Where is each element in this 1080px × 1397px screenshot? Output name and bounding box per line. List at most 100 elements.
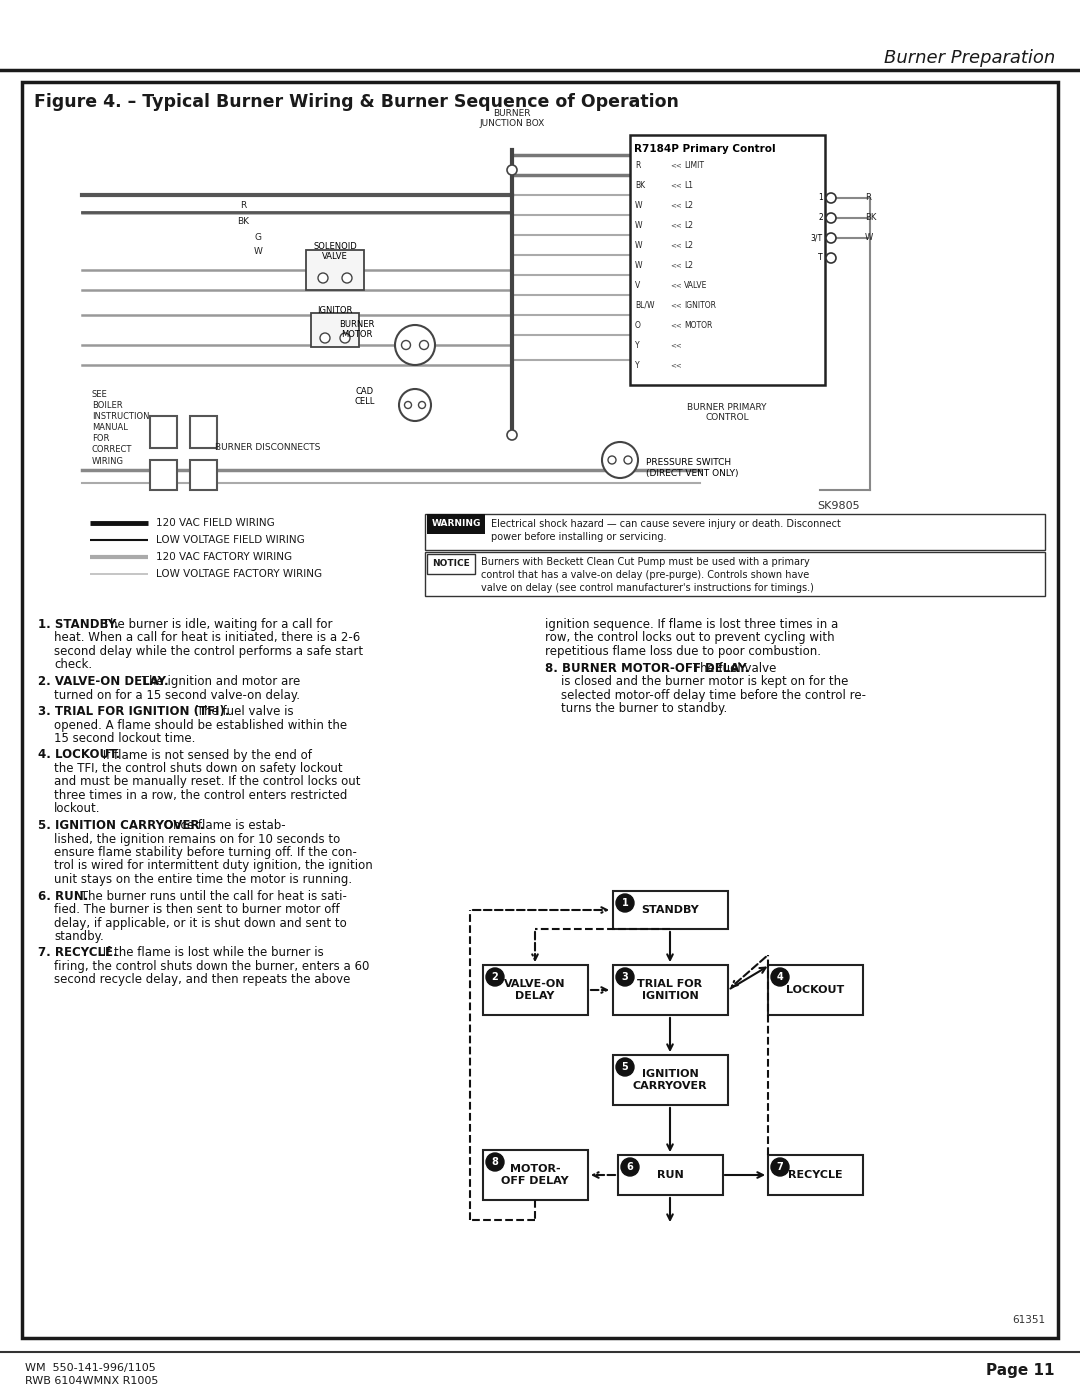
Circle shape xyxy=(616,894,634,912)
Text: R: R xyxy=(240,201,246,210)
Bar xyxy=(190,460,217,490)
Text: firing, the control shuts down the burner, enters a 60: firing, the control shuts down the burne… xyxy=(54,960,369,972)
Bar xyxy=(22,82,1058,1338)
Text: BL/W: BL/W xyxy=(635,300,654,310)
Circle shape xyxy=(486,968,504,986)
Bar xyxy=(613,1055,728,1105)
Bar xyxy=(613,891,728,929)
Text: <<: << xyxy=(670,302,681,307)
Text: heat. When a call for heat is initiated, there is a 2-6: heat. When a call for heat is initiated,… xyxy=(54,631,361,644)
Circle shape xyxy=(419,401,426,408)
Text: L2: L2 xyxy=(684,221,693,229)
Text: <<: << xyxy=(670,263,681,268)
Text: 3/T: 3/T xyxy=(811,233,823,243)
Text: VALVE: VALVE xyxy=(684,281,707,289)
Text: LIMIT: LIMIT xyxy=(684,161,704,169)
Text: 1: 1 xyxy=(819,194,823,203)
Text: BK: BK xyxy=(865,214,876,222)
Text: IGNITOR: IGNITOR xyxy=(684,300,716,310)
Text: W: W xyxy=(254,247,262,257)
Text: <<: << xyxy=(670,203,681,208)
Text: L2: L2 xyxy=(684,260,693,270)
Text: L2: L2 xyxy=(684,240,693,250)
Circle shape xyxy=(624,455,632,464)
Text: LOCKOUT: LOCKOUT xyxy=(786,985,845,995)
Text: repetitious flame loss due to poor combustion.: repetitious flame loss due to poor combu… xyxy=(545,645,821,658)
Text: <<: << xyxy=(670,362,681,367)
Text: Electrical shock hazard — can cause severe injury or death. Disconnect
power bef: Electrical shock hazard — can cause seve… xyxy=(491,520,841,542)
Text: lockout.: lockout. xyxy=(54,802,100,816)
Text: Y: Y xyxy=(635,341,639,349)
Text: 2: 2 xyxy=(819,214,823,222)
Bar xyxy=(150,460,177,490)
Text: MOTOR: MOTOR xyxy=(684,320,713,330)
Text: BK: BK xyxy=(635,180,645,190)
Text: Burners with Beckett Clean Cut Pump must be used with a primary
control that has: Burners with Beckett Clean Cut Pump must… xyxy=(481,557,814,594)
Circle shape xyxy=(826,233,836,243)
Text: 3: 3 xyxy=(622,972,629,982)
Text: BURNER PRIMARY
CONTROL: BURNER PRIMARY CONTROL xyxy=(687,402,767,422)
Circle shape xyxy=(826,193,836,203)
Text: and must be manually reset. If the control locks out: and must be manually reset. If the contr… xyxy=(54,775,361,788)
Text: CAD
CELL: CAD CELL xyxy=(354,387,375,407)
Text: BURNER
JUNCTION BOX: BURNER JUNCTION BOX xyxy=(480,109,544,129)
Circle shape xyxy=(342,272,352,284)
Text: W: W xyxy=(865,233,874,243)
Text: V: V xyxy=(635,281,640,289)
Text: 2. VALVE-ON DELAY.: 2. VALVE-ON DELAY. xyxy=(38,675,168,687)
Text: RECYCLE: RECYCLE xyxy=(787,1171,842,1180)
Text: WM  550-141-996/1105: WM 550-141-996/1105 xyxy=(25,1363,156,1373)
Text: The ignition and motor are: The ignition and motor are xyxy=(138,675,300,687)
Text: SK9805: SK9805 xyxy=(818,502,860,511)
Circle shape xyxy=(771,1158,789,1176)
Circle shape xyxy=(318,272,328,284)
Circle shape xyxy=(405,401,411,408)
Text: delay, if applicable, or it is shut down and sent to: delay, if applicable, or it is shut down… xyxy=(54,916,347,929)
Text: check.: check. xyxy=(54,658,92,672)
Circle shape xyxy=(507,165,517,175)
Text: <<: << xyxy=(670,242,681,249)
Text: The fuel valve is: The fuel valve is xyxy=(193,705,294,718)
Text: 1: 1 xyxy=(622,898,629,908)
Circle shape xyxy=(616,968,634,986)
Text: <<: << xyxy=(670,222,681,228)
Text: The burner is idle, waiting for a call for: The burner is idle, waiting for a call f… xyxy=(99,617,333,631)
Text: R: R xyxy=(635,161,640,169)
Bar xyxy=(426,552,1045,597)
Text: T: T xyxy=(819,253,823,263)
Text: Y: Y xyxy=(635,360,639,369)
Text: second recycle delay, and then repeats the above: second recycle delay, and then repeats t… xyxy=(54,974,350,986)
Text: selected motor-off delay time before the control re-: selected motor-off delay time before the… xyxy=(561,689,866,701)
Bar xyxy=(427,514,485,534)
Text: L2: L2 xyxy=(684,201,693,210)
Text: 7: 7 xyxy=(777,1162,783,1172)
Text: turns the burner to standby.: turns the burner to standby. xyxy=(561,703,727,715)
Text: unit stays on the entire time the motor is running.: unit stays on the entire time the motor … xyxy=(54,873,352,886)
Bar xyxy=(427,555,475,574)
Text: IGNITION
CARRYOVER: IGNITION CARRYOVER xyxy=(633,1069,707,1091)
Text: trol is wired for intermittent duty ignition, the ignition: trol is wired for intermittent duty igni… xyxy=(54,859,373,873)
Text: fied. The burner is then sent to burner motor off: fied. The burner is then sent to burner … xyxy=(54,902,339,916)
Text: 8. BURNER MOTOR-OFF DELAY.: 8. BURNER MOTOR-OFF DELAY. xyxy=(545,662,750,675)
Bar xyxy=(768,1155,863,1194)
Text: The fuel valve: The fuel valve xyxy=(689,662,777,675)
Bar xyxy=(483,1150,588,1200)
Text: O: O xyxy=(635,320,640,330)
Text: Once flame is estab-: Once flame is estab- xyxy=(160,819,286,833)
Circle shape xyxy=(399,388,431,420)
Text: BK: BK xyxy=(237,218,249,226)
Bar xyxy=(630,136,825,386)
Text: 7. RECYCLE.: 7. RECYCLE. xyxy=(38,947,118,960)
Text: 120 VAC FIELD WIRING: 120 VAC FIELD WIRING xyxy=(156,518,274,528)
Bar xyxy=(483,965,588,1016)
Text: 3. TRIAL FOR IGNITION (TFI).: 3. TRIAL FOR IGNITION (TFI). xyxy=(38,705,229,718)
Circle shape xyxy=(621,1158,639,1176)
Text: 4. LOCKOUT.: 4. LOCKOUT. xyxy=(38,749,120,761)
Text: RWB 6104WMNX R1005: RWB 6104WMNX R1005 xyxy=(25,1376,159,1386)
Text: 5: 5 xyxy=(622,1062,629,1071)
Circle shape xyxy=(826,253,836,263)
Circle shape xyxy=(486,1153,504,1171)
Text: <<: << xyxy=(670,282,681,288)
Circle shape xyxy=(826,212,836,224)
Bar xyxy=(426,514,1045,550)
